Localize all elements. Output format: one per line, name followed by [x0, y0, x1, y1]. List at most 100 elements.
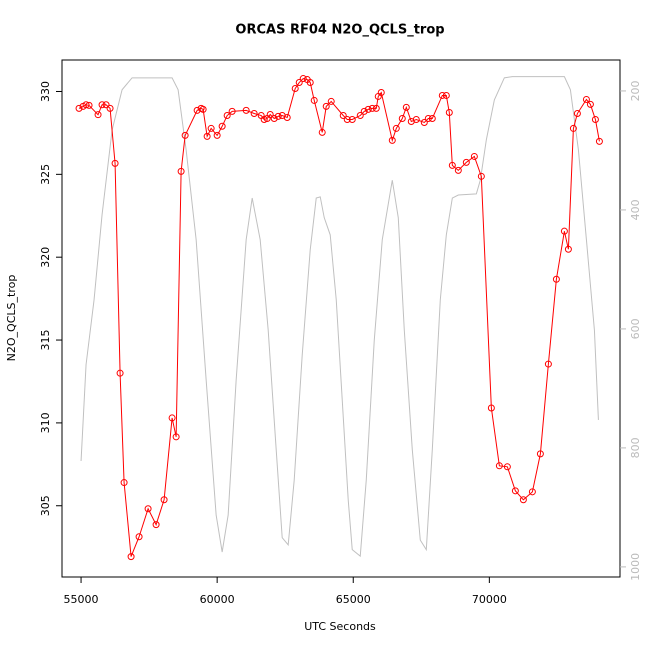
data-point: [428, 114, 436, 122]
data-point: [402, 103, 410, 111]
data-point: [82, 101, 90, 109]
data-point: [270, 114, 278, 122]
x-tick-label: 65000: [336, 593, 371, 606]
data-point: [438, 91, 446, 99]
data-point: [564, 245, 572, 253]
data-point: [266, 111, 274, 119]
y-tick-label: 315: [39, 330, 52, 351]
y-tick-label: 325: [39, 164, 52, 185]
data-point: [595, 137, 603, 145]
data-point: [242, 106, 250, 114]
y-tick-label: 305: [39, 495, 52, 516]
data-point: [181, 131, 189, 139]
chart-title: ORCAS RF04 N2O_QCLS_trop: [235, 23, 444, 38]
data-point: [519, 496, 527, 504]
x-tick-label: 70000: [472, 593, 507, 606]
data-point: [343, 115, 351, 123]
data-point: [503, 463, 511, 471]
data-point: [339, 112, 347, 120]
data-point: [295, 79, 303, 87]
data-point: [388, 136, 396, 144]
data-point: [116, 369, 124, 377]
data-point: [327, 97, 335, 105]
series-line: [80, 76, 599, 558]
data-point: [511, 487, 519, 495]
series-line: [78, 78, 600, 557]
data-point: [250, 110, 258, 118]
data-point: [573, 110, 581, 118]
data-point: [283, 113, 291, 121]
data-point: [111, 159, 119, 167]
data-point: [310, 96, 318, 104]
data-point: [448, 161, 456, 169]
data-point: [582, 95, 590, 103]
data-point: [364, 105, 372, 113]
data-point: [560, 227, 568, 235]
data-point: [552, 275, 560, 283]
data-point: [274, 112, 282, 120]
data-point: [454, 166, 462, 174]
data-point: [398, 114, 406, 122]
data-point: [120, 479, 128, 487]
plot-frame: [61, 59, 621, 578]
y-tick-label: 330: [39, 81, 52, 102]
data-point: [75, 104, 83, 112]
y-axis-label: N2O_QCLS_trop: [5, 275, 18, 362]
data-point: [569, 124, 577, 132]
y2-tick-label: 400: [629, 199, 642, 220]
data-point: [377, 88, 385, 96]
data-point: [160, 496, 168, 504]
data-point: [372, 104, 380, 112]
data-point: [360, 107, 368, 115]
data-point: [322, 102, 330, 110]
data-point: [218, 122, 226, 130]
data-point: [544, 360, 552, 368]
data-point: [102, 101, 110, 109]
x-tick-label: 55000: [64, 593, 99, 606]
x-tick-label: 60000: [200, 593, 235, 606]
data-point: [177, 167, 185, 175]
data-point: [470, 152, 478, 160]
data-point: [199, 105, 207, 113]
data-point: [462, 158, 470, 166]
data-point: [228, 107, 236, 115]
data-point: [445, 109, 453, 117]
data-point: [85, 101, 93, 109]
data-point: [392, 124, 400, 132]
y-tick-label: 320: [39, 247, 52, 268]
data-point: [172, 433, 180, 441]
y2-tick-label: 600: [629, 318, 642, 339]
data-point: [260, 115, 268, 123]
data-point: [487, 404, 495, 412]
data-point: [106, 104, 114, 112]
data-point: [135, 533, 143, 541]
y-tick-label: 310: [39, 412, 52, 433]
y2-tick-label: 800: [629, 437, 642, 458]
data-point: [299, 75, 307, 83]
data-point: [94, 111, 102, 119]
data-point: [536, 450, 544, 458]
data-point: [213, 131, 221, 139]
data-point: [420, 118, 428, 126]
data-point: [168, 414, 176, 422]
data-point: [127, 553, 135, 561]
y2-tick-label: 1000: [629, 553, 642, 581]
x-axis-label: UTC Seconds: [304, 620, 376, 633]
data-point: [98, 101, 106, 109]
data-point: [368, 104, 376, 112]
data-point: [348, 115, 356, 123]
data-point: [318, 128, 326, 136]
data-point: [207, 124, 215, 132]
data-point: [528, 488, 536, 496]
data-point: [223, 112, 231, 120]
data-point: [291, 85, 299, 93]
data-point: [477, 172, 485, 180]
data-point: [144, 505, 152, 513]
data-point: [203, 132, 211, 140]
data-point: [306, 79, 314, 87]
data-point: [442, 91, 450, 99]
data-point: [412, 115, 420, 123]
data-point: [586, 100, 594, 108]
data-point: [356, 112, 364, 120]
